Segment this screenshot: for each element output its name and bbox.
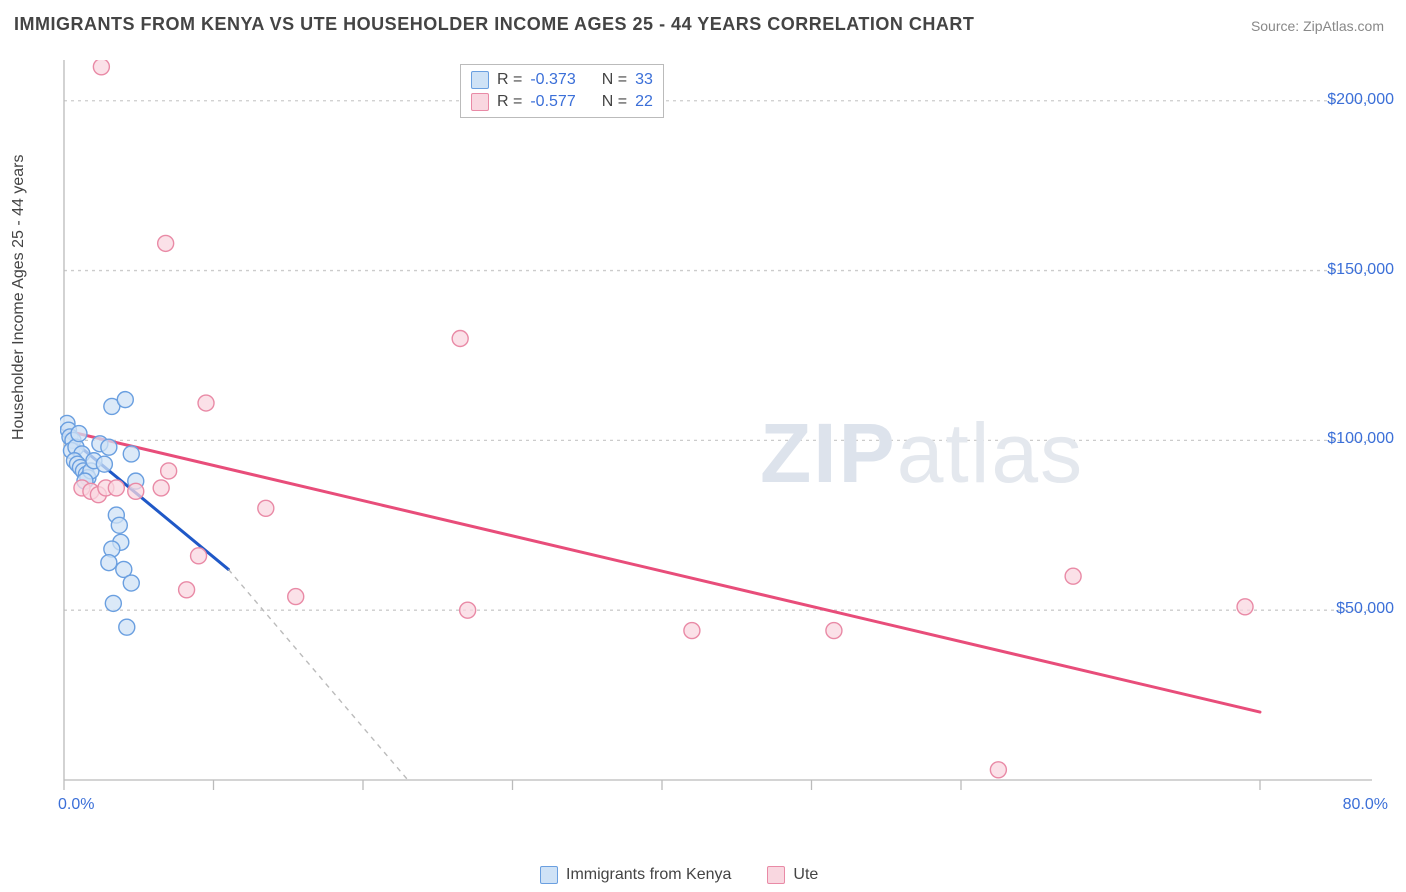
legend-label-0: Immigrants from Kenya: [566, 866, 731, 884]
legend-item-0: Immigrants from Kenya: [540, 866, 731, 884]
source-value: ZipAtlas.com: [1303, 18, 1384, 34]
legend-n-label: N =: [602, 91, 627, 113]
legend-swatch-series-1: [471, 93, 489, 111]
chart-title: IMMIGRANTS FROM KENYA VS UTE HOUSEHOLDER…: [14, 14, 974, 35]
legend-label-1: Ute: [793, 866, 818, 884]
legend-swatch-1: [767, 866, 785, 884]
legend-row-series-1: R = -0.577 N = 22: [471, 91, 653, 113]
y-axis-label: Householder Income Ages 25 - 44 years: [10, 155, 28, 441]
y-tick-label: $100,000: [1327, 430, 1394, 448]
legend-item-1: Ute: [767, 866, 818, 884]
legend-r-label: R =: [497, 91, 522, 113]
chart-source: Source: ZipAtlas.com: [1251, 18, 1384, 34]
legend-n-label: N =: [602, 69, 627, 91]
x-tick-label-right: 80.0%: [1343, 796, 1388, 884]
legend-swatch-0: [540, 866, 558, 884]
y-tick-label: $150,000: [1327, 261, 1394, 279]
legend-correlation: R = -0.373 N = 33 R = -0.577 N = 22: [460, 64, 664, 118]
legend-n-value-1: 22: [635, 91, 653, 113]
x-tick-label-left: 0.0%: [58, 796, 94, 884]
legend-r-value-1: -0.577: [530, 91, 575, 113]
legend-n-value-0: 33: [635, 69, 653, 91]
legend-series: Immigrants from Kenya Ute: [540, 866, 818, 884]
y-tick-label: $200,000: [1327, 91, 1394, 109]
legend-r-value-0: -0.373: [530, 69, 575, 91]
legend-r-label: R =: [497, 69, 522, 91]
legend-row-series-0: R = -0.373 N = 33: [471, 69, 653, 91]
chart-svg: [60, 60, 1380, 822]
source-label: Source:: [1251, 18, 1299, 34]
legend-swatch-series-0: [471, 71, 489, 89]
y-tick-label: $50,000: [1336, 600, 1394, 618]
plot-area: [60, 60, 1380, 822]
